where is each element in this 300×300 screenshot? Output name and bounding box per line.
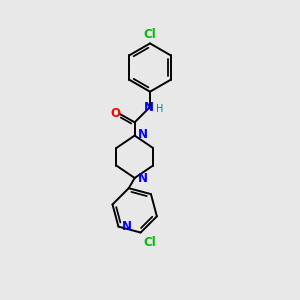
- Text: N: N: [122, 220, 132, 233]
- Text: Cl: Cl: [144, 28, 156, 41]
- Text: Cl: Cl: [144, 236, 156, 249]
- Text: H: H: [156, 104, 163, 114]
- Text: O: O: [111, 107, 121, 120]
- Text: N: N: [144, 100, 154, 113]
- Text: N: N: [138, 128, 148, 142]
- Text: N: N: [138, 172, 148, 185]
